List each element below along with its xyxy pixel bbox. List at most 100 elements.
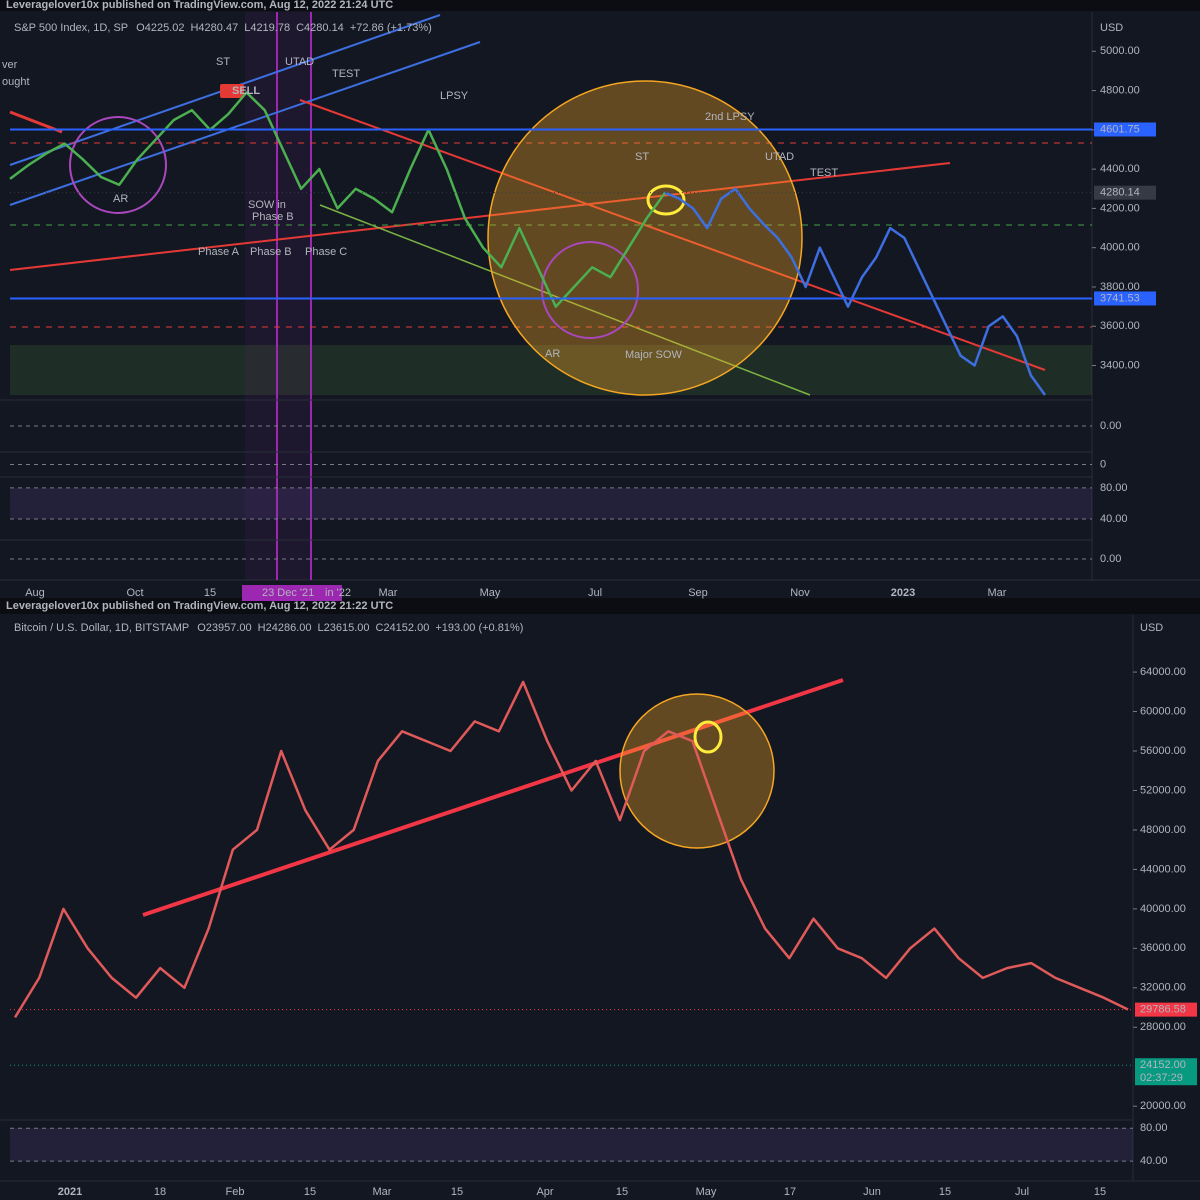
- annotation: AR: [545, 348, 560, 360]
- annotation: Major SOW: [625, 349, 682, 361]
- highlight-circle: [69, 116, 167, 214]
- price-tag-label: 4280.14: [1100, 187, 1140, 199]
- annotation: ver: [2, 59, 18, 71]
- ohlc-value: +193.00 (+0.81%): [435, 622, 523, 634]
- x-tick-label: 23 Dec '21: [262, 587, 314, 599]
- ohlc-value: C24152.00: [376, 622, 430, 634]
- x-tick-label: Mar: [988, 587, 1007, 599]
- publisher: Leveragelover10x published on TradingVie…: [6, 600, 393, 612]
- publish-strip: [0, 0, 1200, 11]
- y-tick-label: 40000.00: [1140, 903, 1186, 915]
- x-tick-label: Aug: [25, 587, 45, 599]
- highlight-circle: [646, 184, 686, 216]
- y-tick-label: 3400.00: [1100, 359, 1140, 371]
- y-tick-label: 4400.00: [1100, 163, 1140, 175]
- annotation: Phase B: [252, 211, 294, 223]
- y-tick-label: 56000.00: [1140, 745, 1186, 757]
- volume-zone: [10, 345, 1092, 395]
- rsi-band: [10, 1128, 1133, 1162]
- y-tick-label: 28000.00: [1140, 1021, 1186, 1033]
- x-tick-label: May: [480, 587, 501, 599]
- ohlc-value: L4219.78: [244, 22, 290, 34]
- y-tick-label: 3800.00: [1100, 281, 1140, 293]
- ohlc-value: L23615.00: [318, 622, 370, 634]
- annotation: UTAD: [765, 151, 794, 163]
- price-tag: [1094, 122, 1156, 137]
- ohlc-value: O23957.00: [197, 622, 251, 634]
- trend-line: [9, 162, 951, 271]
- x-tick-label: 15: [304, 1186, 316, 1198]
- annotation: ought: [2, 76, 30, 88]
- annotation: ST: [216, 56, 230, 68]
- annotation: LPSY: [440, 90, 469, 102]
- pane-tick-label: 0.00: [1100, 553, 1121, 565]
- pane-tick-label: 40.00: [1140, 1155, 1168, 1167]
- price-tag: [1135, 1002, 1197, 1017]
- x-tick-label: Feb: [226, 1186, 245, 1198]
- trend-line: [299, 99, 1046, 371]
- x-tick-label: Oct: [126, 587, 143, 599]
- y-tick-label: 4200.00: [1100, 202, 1140, 214]
- price-line: [13, 680, 1129, 1019]
- ohlc-value: +72.86 (+1.73%): [350, 22, 432, 34]
- y-tick-label: 52000.00: [1140, 784, 1186, 796]
- trend-line: [142, 678, 844, 917]
- y-tick-label: 44000.00: [1140, 863, 1186, 875]
- sell-badge: [220, 84, 244, 98]
- pane-tick-label: 0.00: [1100, 420, 1121, 432]
- x-tick-label: May: [696, 1186, 717, 1198]
- highlight-circle: [487, 80, 803, 396]
- y-tick-label: 4800.00: [1100, 84, 1140, 96]
- x-tick-label: 15: [204, 587, 216, 599]
- price-tag: [1094, 185, 1156, 200]
- currency: USD: [1100, 22, 1123, 34]
- x-tick-label: Jun: [863, 1186, 881, 1198]
- pane-tick-label: 40.00: [1100, 513, 1128, 525]
- rsi-band: [10, 487, 1092, 519]
- x-tick-label: Jul: [588, 587, 602, 599]
- pane-tick-label: 80.00: [1140, 1122, 1168, 1134]
- annotation: Phase A: [198, 246, 240, 258]
- annotation: AR: [113, 193, 128, 205]
- x-tick-label: 15: [1094, 1186, 1106, 1198]
- ohlc-value: O4225.02: [136, 22, 184, 34]
- x-tick-label: Mar: [379, 587, 398, 599]
- price-tag-label: 24152.00: [1140, 1059, 1186, 1071]
- y-tick-label: 36000.00: [1140, 942, 1186, 954]
- x-tick-label: 15: [616, 1186, 628, 1198]
- time-highlight: [242, 585, 342, 601]
- publisher: Leveragelover10x published on TradingVie…: [6, 0, 393, 11]
- price-tag: [1094, 291, 1156, 306]
- y-tick-label: 20000.00: [1140, 1100, 1186, 1112]
- x-tick-label: Sep: [688, 587, 708, 599]
- highlight-circle: [541, 241, 639, 339]
- x-tick-label: 18: [154, 1186, 166, 1198]
- price-line: [664, 187, 1047, 396]
- y-tick-label: 4000.00: [1100, 242, 1140, 254]
- highlight-circle: [619, 693, 775, 849]
- price-tag-label: 4601.75: [1100, 123, 1140, 135]
- annotation: TEST: [810, 167, 838, 179]
- y-tick-label: 5000.00: [1100, 45, 1140, 57]
- channel-line: [9, 41, 481, 206]
- x-tick-label: 15: [939, 1186, 951, 1198]
- x-tick-label: Apr: [536, 1186, 553, 1198]
- x-tick-label: 17: [784, 1186, 796, 1198]
- highlight-circle: [693, 720, 723, 754]
- currency: USD: [1140, 622, 1163, 634]
- y-tick-label: 3600.00: [1100, 320, 1140, 332]
- x-tick-label: 15: [451, 1186, 463, 1198]
- annotation: SOW in: [248, 199, 286, 211]
- countdown: 02:37:29: [1140, 1072, 1183, 1084]
- y-tick-label: 32000.00: [1140, 982, 1186, 994]
- ohlc-value: H24286.00: [258, 622, 312, 634]
- symbol-title: S&P 500 Index, 1D, SP: [14, 22, 128, 34]
- annotation: SELL: [232, 85, 260, 97]
- publish-strip: [0, 598, 1200, 614]
- price-tag-label: 29786.58: [1140, 1004, 1186, 1016]
- x-tick-label: Mar: [373, 1186, 392, 1198]
- x-tick-label: Jul: [1015, 1186, 1029, 1198]
- y-tick-label: 48000.00: [1140, 824, 1186, 836]
- countdown-tag: [1135, 1071, 1197, 1086]
